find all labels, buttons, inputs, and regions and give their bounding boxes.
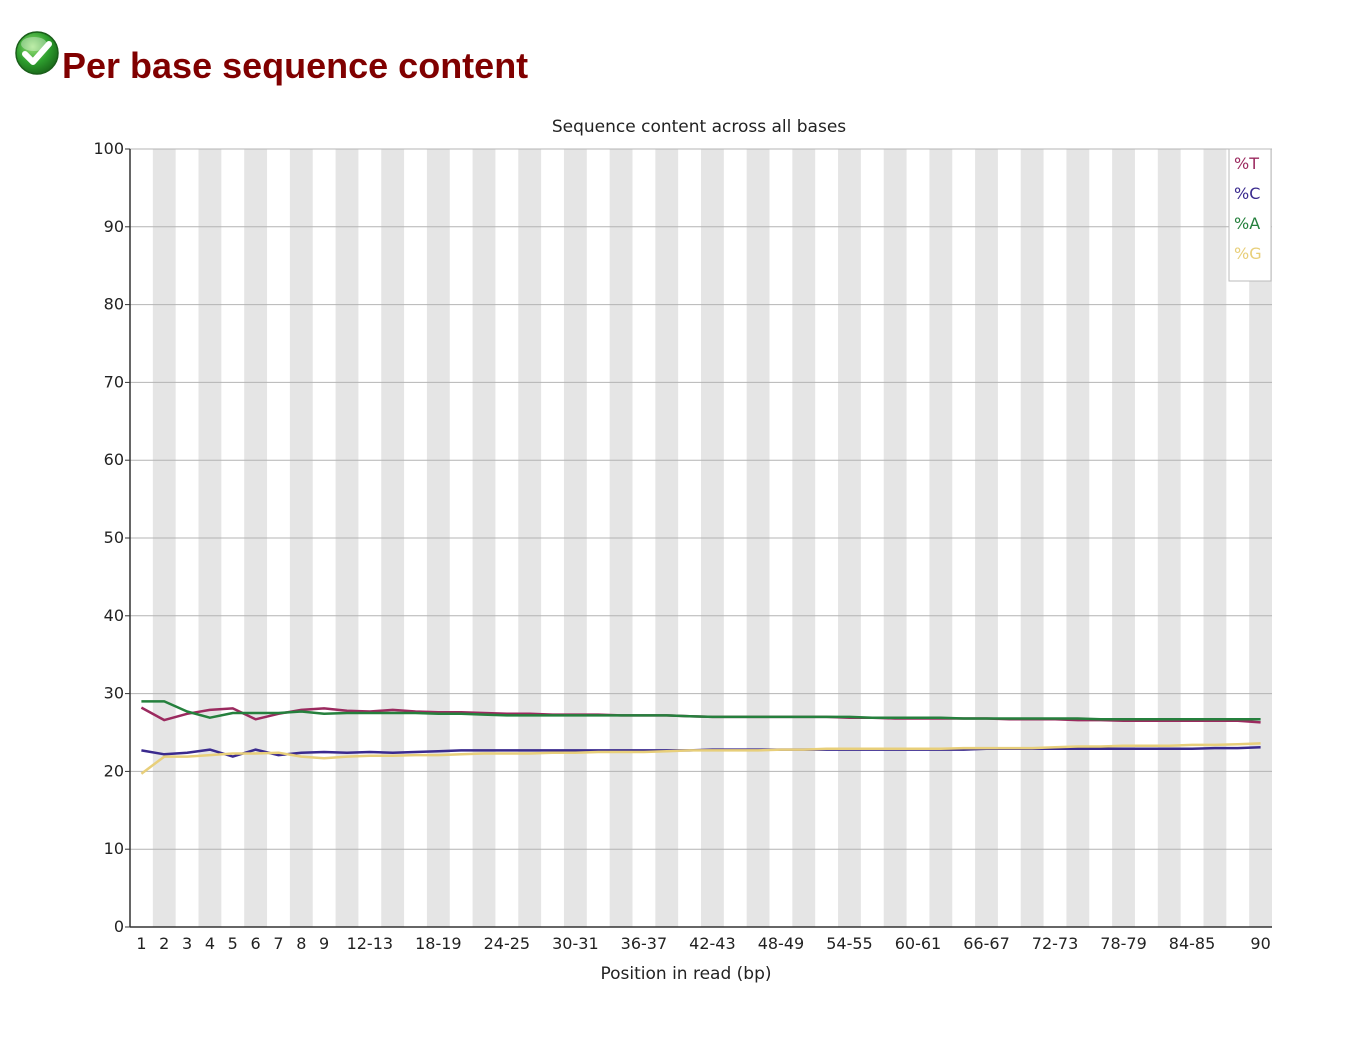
series-line-pct-a — [141, 700, 1261, 721]
plot-gridlines — [130, 148, 1272, 850]
legend-entry: %G — [1234, 244, 1262, 263]
page-title: Per base sequence content — [62, 45, 529, 86]
x-tick-label: 30-31 — [552, 934, 599, 953]
x-tick-label: 60-61 — [895, 934, 942, 953]
legend-box — [1228, 148, 1272, 282]
y-tick-label: 0 — [114, 917, 124, 936]
legend-entry: %T — [1234, 154, 1259, 173]
x-tick-label: 18-19 — [415, 934, 462, 953]
x-tick-label: 12-13 — [347, 934, 394, 953]
x-tick-label: 4 — [205, 934, 215, 953]
y-tick-label: 60 — [104, 450, 124, 469]
x-tick-label: 9 — [319, 934, 329, 953]
x-tick-label: 48-49 — [758, 934, 805, 953]
legend-entry: %A — [1234, 214, 1260, 233]
chart-legend: %T %C %A %G — [1228, 148, 1272, 282]
legend-entry: %C — [1234, 184, 1260, 203]
x-tick-label: 7 — [273, 934, 283, 953]
x-tick-label: 84-85 — [1169, 934, 1216, 953]
x-tick-label: 6 — [251, 934, 261, 953]
sequence-content-chart: 0 10 20 30 40 50 60 70 80 90 100 1 2 3 4 5 6 7 8 9 12-13 18-… — [93, 117, 1272, 984]
x-tick-label: 72-73 — [1032, 934, 1079, 953]
x-tick-label: 3 — [182, 934, 192, 953]
y-tick-label: 70 — [104, 372, 124, 391]
x-tick-label: 24-25 — [484, 934, 531, 953]
y-tick-label: 20 — [104, 761, 124, 780]
chart-title: Sequence content across all bases — [552, 117, 846, 137]
y-tick-label: 50 — [104, 528, 124, 547]
x-tick-label: 5 — [228, 934, 238, 953]
x-tick-label: 36-37 — [621, 934, 668, 953]
x-tick-label: 42-43 — [689, 934, 736, 953]
x-tick-label: 2 — [159, 934, 169, 953]
x-tick-label: 1 — [136, 934, 146, 953]
y-tick-label: 10 — [104, 839, 124, 858]
x-tick-label: 54-55 — [826, 934, 873, 953]
y-axis-ticks: 0 10 20 30 40 50 60 70 80 90 100 — [93, 139, 130, 936]
x-tick-label: 8 — [296, 934, 306, 953]
x-tick-label: 90 — [1250, 934, 1270, 953]
y-tick-label: 90 — [104, 217, 124, 236]
x-tick-label: 66-67 — [963, 934, 1010, 953]
series-line-pct-g — [140, 742, 1261, 775]
check-circle-icon — [15, 31, 59, 75]
plot-series — [140, 700, 1261, 775]
x-axis-ticks: 1 2 3 4 5 6 7 8 9 12-13 18-19 24-25 30-31 36-37 42-43 4… — [136, 934, 1270, 953]
x-axis-label: Position in read (bp) — [600, 964, 771, 984]
y-tick-label: 100 — [93, 139, 124, 158]
y-tick-label: 40 — [104, 606, 124, 625]
y-tick-label: 80 — [104, 295, 124, 314]
x-tick-label: 78-79 — [1100, 934, 1147, 953]
y-tick-label: 30 — [104, 684, 124, 703]
